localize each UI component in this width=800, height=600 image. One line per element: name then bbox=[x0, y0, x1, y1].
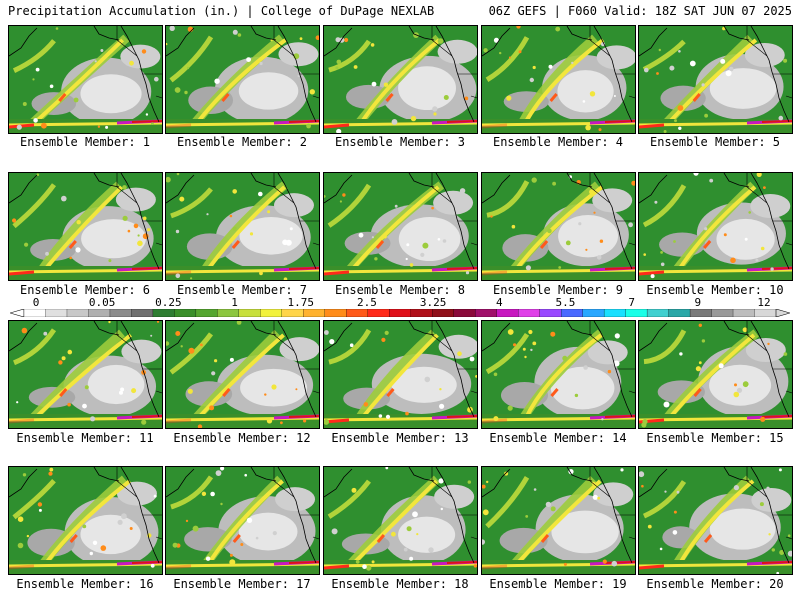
ensemble-member-map bbox=[323, 466, 478, 575]
colorbar-tick-label: 0.25 bbox=[155, 296, 182, 309]
ensemble-member-label: Ensemble Member: 5 bbox=[649, 135, 781, 149]
ensemble-member-map bbox=[481, 466, 636, 575]
ensemble-member-label: Ensemble Member: 14 bbox=[489, 431, 627, 445]
ensemble-member-map bbox=[165, 466, 320, 575]
ensemble-member-label: Ensemble Member: 9 bbox=[492, 283, 624, 297]
ensemble-member-label: Ensemble Member: 4 bbox=[492, 135, 624, 149]
ensemble-member-label: Ensemble Member: 2 bbox=[176, 135, 308, 149]
ensemble-member-map bbox=[8, 25, 163, 134]
ensemble-member-map bbox=[165, 25, 320, 134]
colorbar-tick-label: 7 bbox=[628, 296, 635, 309]
ensemble-member-label: Ensemble Member: 1 bbox=[19, 135, 151, 149]
ensemble-member-map bbox=[8, 172, 163, 281]
ensemble-member-map bbox=[638, 25, 793, 134]
ensemble-member-map bbox=[323, 172, 478, 281]
colorbar-tick-label: 3.25 bbox=[419, 296, 447, 309]
ensemble-member-map bbox=[165, 172, 320, 281]
ensemble-member-label: Ensemble Member: 8 bbox=[334, 283, 466, 297]
ensemble-member-label: Ensemble Member: 3 bbox=[334, 135, 466, 149]
ensemble-member-label: Ensemble Member: 18 bbox=[331, 577, 469, 591]
ensemble-member-map bbox=[481, 320, 636, 429]
colorbar-scale bbox=[10, 309, 790, 317]
ensemble-member-label: Ensemble Member: 10 bbox=[646, 283, 784, 297]
ensemble-member-label: Ensemble Member: 15 bbox=[646, 431, 784, 445]
ensemble-member-map bbox=[481, 25, 636, 134]
model-run-valid-time: 06Z GEFS | F060 Valid: 18Z SAT JUN 07 20… bbox=[488, 4, 792, 18]
ensemble-member-map bbox=[638, 320, 793, 429]
ensemble-member-label: Ensemble Member: 17 bbox=[173, 577, 311, 591]
colorbar-tick-label: 5.5 bbox=[555, 296, 576, 309]
ensemble-member-map bbox=[8, 320, 163, 429]
ensemble-member-map bbox=[323, 320, 478, 429]
ensemble-member-label: Ensemble Member: 11 bbox=[16, 431, 154, 445]
colorbar-tick-label: 9 bbox=[694, 296, 702, 309]
ensemble-member-label: Ensemble Member: 20 bbox=[646, 577, 784, 591]
ensemble-member-map bbox=[638, 172, 793, 281]
ensemble-member-map bbox=[8, 466, 163, 575]
ensemble-member-map bbox=[165, 320, 320, 429]
ensemble-member-label: Ensemble Member: 13 bbox=[331, 431, 469, 445]
colorbar-tick-label: 1 bbox=[231, 296, 238, 309]
ensemble-member-map bbox=[323, 25, 478, 134]
ensemble-member-map bbox=[638, 466, 793, 575]
ensemble-member-label: Ensemble Member: 16 bbox=[16, 577, 154, 591]
colorbar-tick-label: 0.05 bbox=[88, 296, 116, 309]
ensemble-member-label: Ensemble Member: 7 bbox=[176, 283, 308, 297]
colorbar-tick-label: 0 bbox=[32, 296, 40, 309]
colorbar-tick-label: 4 bbox=[495, 296, 503, 309]
ensemble-member-label: Ensemble Member: 19 bbox=[489, 577, 627, 591]
colorbar-tick-label: 12 bbox=[757, 296, 771, 309]
colorbar-tick-label: 1.75 bbox=[287, 296, 314, 309]
ensemble-member-label: Ensemble Member: 12 bbox=[173, 431, 311, 445]
map-title: Precipitation Accumulation (in.) | Colle… bbox=[8, 4, 435, 18]
ensemble-member-map bbox=[481, 172, 636, 281]
ensemble-member-label: Ensemble Member: 6 bbox=[19, 283, 151, 297]
colorbar-tick-label: 2.5 bbox=[356, 296, 377, 309]
